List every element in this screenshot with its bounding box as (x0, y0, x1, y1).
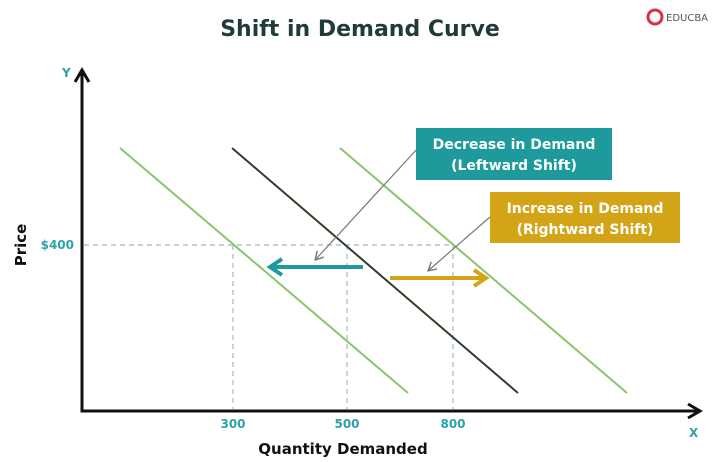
diagram-title: Shift in Demand Curve (220, 17, 500, 42)
svg-text:EDUCBA: EDUCBA (666, 13, 708, 24)
x-axis-label: Quantity Demanded (258, 440, 427, 458)
decreased-demand-curve (119, 147, 409, 394)
increase-callout: Increase in Demand (Rightward Shift) (490, 192, 680, 243)
decrease-pointer (316, 147, 419, 259)
y-axis-letter: Y (61, 66, 71, 80)
svg-text:Decrease in Demand: Decrease in Demand (433, 137, 596, 153)
rightward-shift-arrow-icon (390, 268, 490, 288)
y-axis-arrow-icon (73, 67, 91, 83)
tick-800: 800 (440, 417, 465, 431)
increase-pointer (429, 216, 491, 270)
svg-text:(Rightward Shift): (Rightward Shift) (517, 222, 654, 238)
original-demand-curve (231, 147, 519, 394)
x-axis-arrow-icon (687, 402, 703, 420)
x-axis-letter: X (689, 426, 699, 440)
increased-demand-curve (339, 147, 628, 394)
guide-lines (84, 244, 454, 409)
decrease-callout: Decrease in Demand (Leftward Shift) (416, 128, 612, 180)
educba-logo: EDUCBA (646, 8, 708, 26)
price-tick: $400 (41, 238, 74, 252)
svg-text:Increase in Demand: Increase in Demand (507, 201, 664, 217)
tick-300: 300 (220, 417, 245, 431)
svg-text:(Leftward Shift): (Leftward Shift) (451, 158, 577, 174)
y-axis-label: Price (12, 224, 30, 267)
tick-500: 500 (334, 417, 359, 431)
axes (80, 72, 698, 413)
leftward-shift-arrow-icon (266, 257, 363, 277)
